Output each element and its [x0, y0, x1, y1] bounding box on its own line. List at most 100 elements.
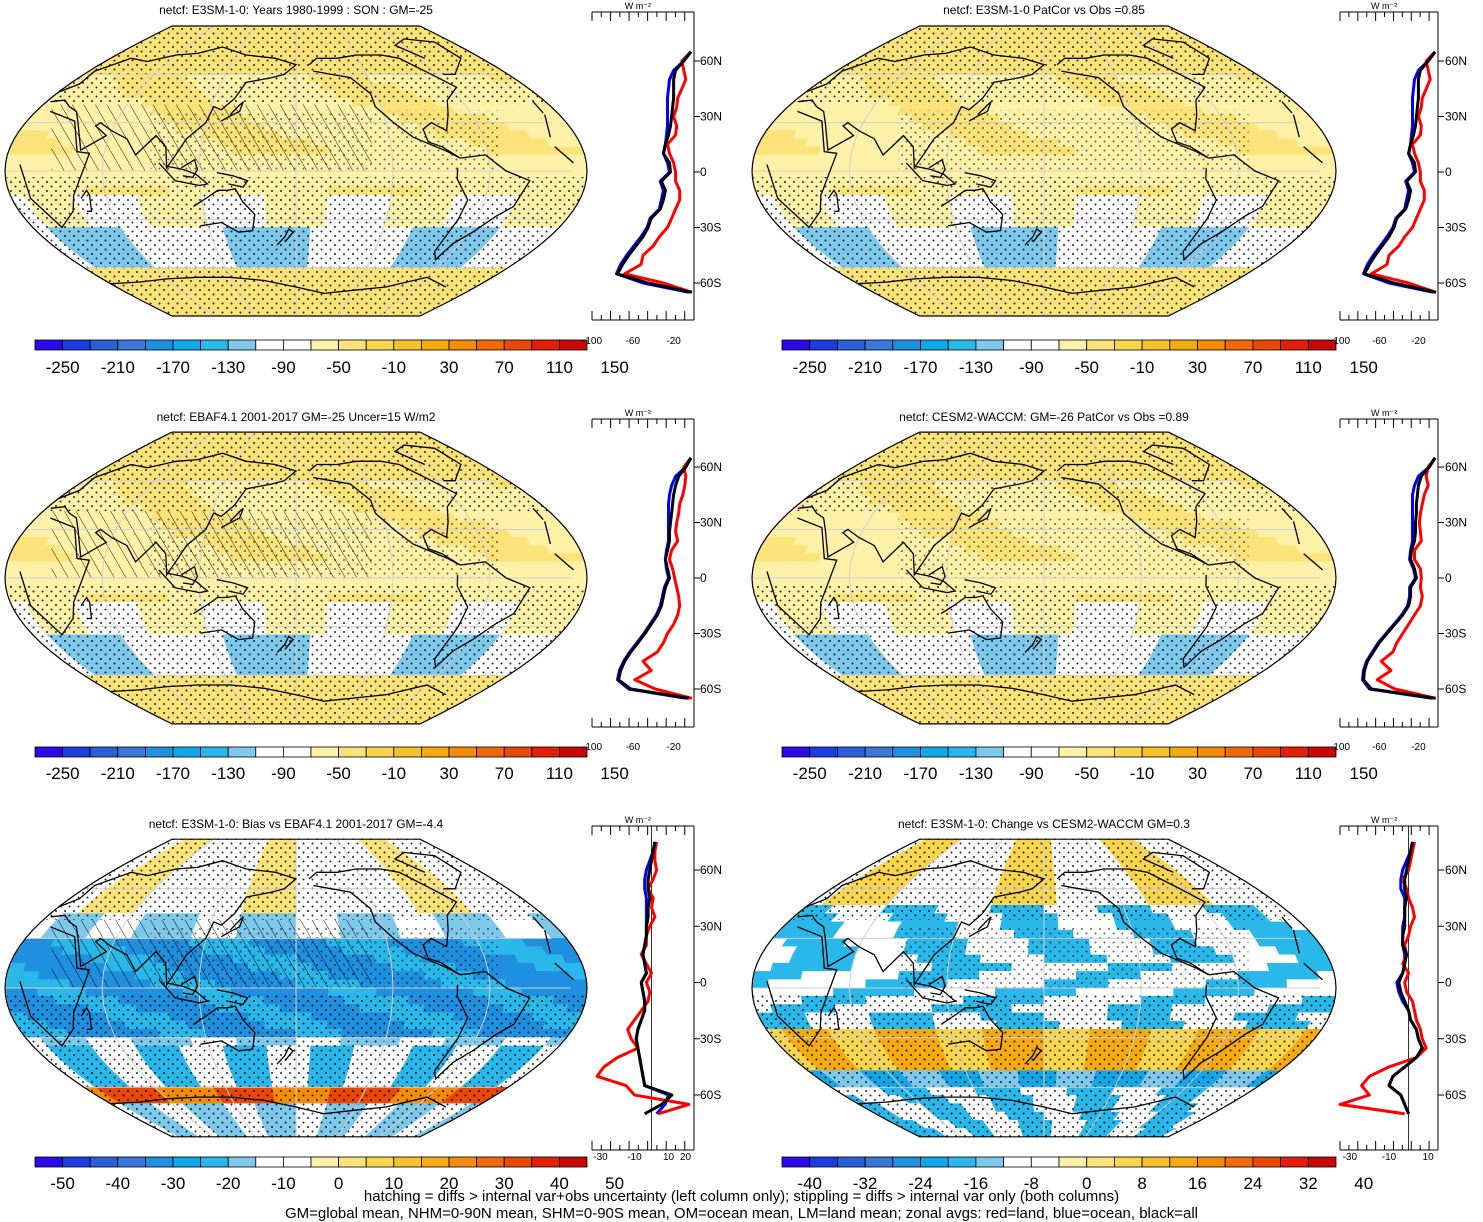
colorbar-box	[1030, 746, 1060, 758]
zonal-lat-label: 60N	[1445, 54, 1467, 68]
zonal-lat-label: 60N	[700, 863, 722, 877]
colorbar-box	[1169, 746, 1198, 758]
colorbar-label: -130	[211, 764, 245, 783]
zonal-lat-label: 30S	[700, 221, 721, 235]
colorbar-box	[781, 746, 811, 758]
coastline-africa	[19, 926, 574, 1047]
panel-title: netcf: E3SM-1-0: Bias vs EBAF4.1 2001-20…	[149, 817, 444, 831]
all-mean-line	[616, 50, 693, 294]
coastline-madagascar	[827, 189, 840, 212]
hatching	[51, 104, 372, 171]
coastline-eurasia	[50, 860, 544, 987]
zonal-lat-label: 0	[1445, 165, 1452, 179]
land-mean-line	[633, 456, 693, 700]
zonal-xtick-label: -60	[1372, 742, 1387, 753]
colorbar-box	[1114, 1156, 1143, 1168]
colorbar-label: 110	[1295, 358, 1322, 377]
colorbar-box	[448, 746, 478, 758]
colorbar-box	[62, 746, 91, 758]
coastline-newguinea	[964, 171, 997, 188]
colorbar-box	[531, 339, 560, 351]
colorbar-box	[559, 746, 588, 758]
colorbar-box	[1086, 1156, 1115, 1168]
hatching	[51, 511, 372, 578]
map-field	[5, 26, 587, 316]
coastline-japan	[220, 101, 244, 122]
colorbar-label: 40	[1354, 1174, 1373, 1193]
colorbar-box	[837, 339, 866, 351]
coastline-madagascar	[827, 1006, 840, 1030]
zonal-xtick-label: 10	[1423, 1152, 1435, 1163]
coastline-australia	[193, 595, 256, 641]
colorbar-box	[503, 339, 533, 351]
colorbar-label: -210	[101, 358, 135, 377]
zonal-xtick-label: -60	[1372, 336, 1387, 347]
colorbar-label: 150	[600, 764, 628, 783]
coastline-africa	[19, 110, 574, 229]
colorbar-box	[117, 339, 146, 351]
zonal-xtick-label: -100	[582, 742, 602, 753]
colorbar-box	[920, 339, 949, 351]
colorbar-box	[1030, 1156, 1060, 1168]
colorbar-label: 70	[1243, 764, 1262, 783]
stippling	[898, 926, 1249, 988]
colorbar-box	[1252, 1156, 1282, 1168]
colorbar-box	[837, 1156, 866, 1168]
colorbar-box	[947, 1156, 977, 1168]
zonal-units: W m⁻²	[1371, 815, 1397, 825]
colorbar-label: -210	[848, 764, 882, 783]
colorbar-box	[310, 339, 340, 351]
colorbar-box	[1141, 1156, 1171, 1168]
map-outline	[4, 431, 588, 725]
colorbar-box	[1280, 746, 1309, 758]
colorbar-box	[62, 339, 91, 351]
panel-change: netcf: E3SM-1-0: Change vs CESM2-WACCM G…	[751, 815, 1467, 1193]
colorbar-box	[89, 339, 119, 351]
colorbar-label: -170	[156, 358, 190, 377]
colorbar-box	[809, 746, 838, 758]
colorbar-label: 50	[605, 1174, 624, 1193]
panel-obs-climatology: netcf: EBAF4.1 2001-2017 GM=-25 Uncer=15…	[4, 408, 722, 783]
coastline-borneo	[180, 158, 199, 179]
land-mean-line	[1338, 841, 1428, 1116]
zonal-lat-label: 60N	[700, 54, 722, 68]
colorbar-label: 10	[384, 1174, 403, 1193]
colorbar-box	[282, 746, 312, 758]
panel-model-vs-obs: netcf: E3SM-1-0 PatCor vs Obs =0.85 -250 -…	[751, 1, 1467, 377]
all-mean-line	[1363, 50, 1437, 294]
zonal-units: W m⁻²	[1371, 408, 1397, 418]
coastline-eurasia	[797, 452, 1293, 577]
colorbar-box	[975, 746, 1005, 758]
colorbar-box	[1252, 746, 1282, 758]
colorbar-box	[338, 746, 367, 758]
coastline-namerica	[308, 868, 461, 976]
colorbar-label: -10	[271, 1174, 296, 1193]
colorbar-label: 16	[1188, 1174, 1207, 1193]
colorbar-box	[1030, 339, 1060, 351]
coastline-japan	[968, 101, 992, 122]
colorbar-label: -50	[50, 1174, 75, 1193]
coastline-newguinea	[216, 578, 249, 595]
zonal-lat-label: 60S	[700, 682, 721, 696]
colorbar-label: 32	[1299, 1174, 1318, 1193]
all-mean-line	[617, 457, 693, 700]
zonal-lat-label: 60S	[1445, 276, 1466, 290]
colorbar-box	[781, 1156, 811, 1168]
coastline-namerica	[308, 54, 461, 159]
colorbar-label: -90	[1019, 358, 1044, 377]
colorbar-label: 30	[440, 764, 459, 783]
coastline-madagascar	[827, 596, 840, 620]
colorbar-label: 150	[1350, 358, 1378, 377]
zonal-lat-label: 60N	[1445, 863, 1467, 877]
colorbar-box	[89, 1156, 119, 1168]
colorbar-label: -50	[1074, 358, 1099, 377]
colorbar-box	[227, 746, 257, 758]
zonal-lat-label: 30N	[700, 110, 722, 124]
colorbar-label: -24	[908, 1174, 933, 1193]
colorbar-box	[892, 1156, 921, 1168]
coastline-samerica	[1182, 154, 1280, 261]
colorbar-box	[227, 1156, 257, 1168]
coastline-samerica	[433, 970, 531, 1081]
map-outline	[751, 838, 1337, 1138]
colorbar-label: -250	[793, 358, 827, 377]
